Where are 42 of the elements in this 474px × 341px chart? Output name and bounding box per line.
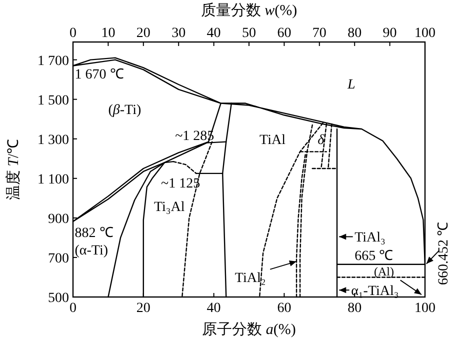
x2-tick-label: 90 bbox=[382, 26, 397, 41]
annotation: 1 670 ℃ bbox=[74, 68, 124, 83]
annotation: δ bbox=[318, 132, 325, 148]
y-tick-label: 1 300 bbox=[38, 132, 69, 148]
y-tick-label: 1 100 bbox=[38, 172, 69, 188]
x2-tick-label: 80 bbox=[348, 26, 362, 41]
x-tick-label: 0 bbox=[70, 301, 76, 316]
x2-tick-label: 10 bbox=[101, 26, 116, 41]
x-tick-label: 60 bbox=[277, 301, 292, 316]
annotation: L bbox=[346, 78, 356, 93]
x2-tick-label: 0 bbox=[70, 26, 76, 41]
x-tick-label: 40 bbox=[206, 301, 221, 316]
x2-tick-label: 20 bbox=[136, 26, 150, 41]
y-tick-label: 1 700 bbox=[38, 54, 69, 69]
x-tick-label: 80 bbox=[348, 301, 362, 316]
x2-tick-label: 50 bbox=[242, 26, 256, 41]
annotation: α₁-TiAl₃ bbox=[351, 284, 399, 300]
x-tick-label: 20 bbox=[136, 301, 150, 316]
x2-tick-label: 30 bbox=[172, 26, 186, 41]
annotation: ~1 125 bbox=[161, 176, 200, 192]
annotation: TiAl₂ bbox=[234, 271, 266, 286]
x2-tick-label: 40 bbox=[206, 26, 221, 41]
annotation: (β-Ti) bbox=[108, 103, 142, 118]
x2-tick-label: 70 bbox=[312, 26, 326, 41]
x2-tick-label: 60 bbox=[277, 26, 292, 41]
y-axis-title: 温度 T/℃ bbox=[5, 138, 22, 200]
text: 660.452 ℃ bbox=[436, 222, 452, 286]
y-tick-label: 500 bbox=[48, 291, 69, 306]
x2-axis-title: 质量分数 w(%) bbox=[200, 2, 298, 19]
annotation: 665 ℃ bbox=[354, 249, 394, 264]
annotation: (α-Ti) bbox=[74, 244, 108, 259]
y-tick-label: 900 bbox=[48, 212, 69, 227]
annotation: 882 ℃ bbox=[74, 226, 114, 241]
y-tick-label: 700 bbox=[48, 251, 69, 266]
annotation: (Al) bbox=[374, 264, 394, 279]
annotation: TiAl bbox=[260, 132, 286, 148]
x2-tick-label: 100 bbox=[414, 26, 436, 41]
x-axis-title: 原子分数 a(%) bbox=[202, 321, 296, 338]
annotation: Ti₃Al bbox=[154, 200, 185, 216]
annotation: TiAl₃ bbox=[354, 230, 386, 246]
y-tick-label: 1 500 bbox=[38, 93, 69, 108]
x-tick-label: 100 bbox=[414, 301, 436, 316]
